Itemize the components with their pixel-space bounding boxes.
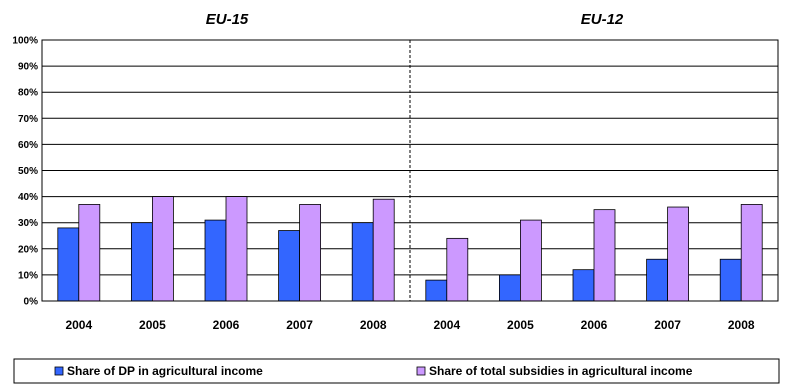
y-tick-label: 20% <box>18 244 38 255</box>
bar-subsidies <box>151 196 174 302</box>
y-tick-label: 0% <box>24 297 39 308</box>
y-tick-label: 70% <box>18 114 38 125</box>
bar-subsidies <box>520 219 542 302</box>
y-axis-tick-labels: 0% 10% 20% 30% 40% 50% 60% 70% 80% 90% 100% <box>12 36 38 308</box>
y-tick-label: 90% <box>18 62 38 73</box>
group-title-eu12: EU-12 <box>581 11 624 28</box>
bar-dp <box>204 219 227 302</box>
legend-swatch-dp <box>54 366 64 376</box>
bar-dp <box>498 274 521 302</box>
bar-subsidies <box>740 204 763 302</box>
y-tick-label: 10% <box>18 270 38 281</box>
y-tick-label: 50% <box>18 166 38 177</box>
legend-label-dp: Share of DP in agricultural income <box>67 364 263 378</box>
bar-subsidies <box>225 196 248 302</box>
legend-frame <box>13 358 780 384</box>
bar-dp <box>278 230 301 302</box>
plot-area-frame <box>41 39 779 302</box>
x-category-label: 2006 <box>213 318 240 332</box>
bar-subsidies <box>446 237 469 302</box>
y-tick-label: 80% <box>18 88 38 99</box>
legend: Share of DP in agricultural income Share… <box>13 358 780 384</box>
x-axis-category-labels: 2004 2005 2006 2007 2008 2004 2005 2006 2007 2008 <box>65 318 754 332</box>
y-tick-label: 100% <box>12 36 38 47</box>
x-category-label: 2004 <box>433 318 460 332</box>
x-category-label: 2005 <box>507 318 534 332</box>
bar-subsidies <box>667 206 689 302</box>
bar-subsidies <box>372 198 395 302</box>
y-tick-label: 60% <box>18 140 38 151</box>
group-title-eu15: EU-15 <box>206 11 249 28</box>
x-category-label: 2007 <box>286 318 313 332</box>
bar-dp <box>351 222 374 302</box>
y-tick-label: 30% <box>18 218 38 229</box>
x-category-label: 2008 <box>360 318 387 332</box>
x-category-label: 2007 <box>654 318 681 332</box>
bar-dp <box>57 227 80 302</box>
bar-dp <box>425 279 448 302</box>
bar-dp <box>646 258 668 302</box>
legend-label-subsidies: Share of total subsidies in agricultural… <box>429 364 693 378</box>
legend-swatch-subsidies <box>416 366 426 376</box>
bar-subsidies <box>593 209 616 302</box>
x-category-label: 2006 <box>581 318 608 332</box>
bar-dp <box>130 222 153 302</box>
y-tick-label: 40% <box>18 192 38 203</box>
bar-dp <box>572 269 595 302</box>
bar-subsidies <box>78 204 101 302</box>
x-category-label: 2005 <box>139 318 166 332</box>
x-category-label: 2008 <box>728 318 755 332</box>
x-category-label: 2004 <box>65 318 92 332</box>
bar-subsidies <box>299 204 322 302</box>
bar-dp <box>719 258 742 302</box>
bars <box>57 196 763 302</box>
